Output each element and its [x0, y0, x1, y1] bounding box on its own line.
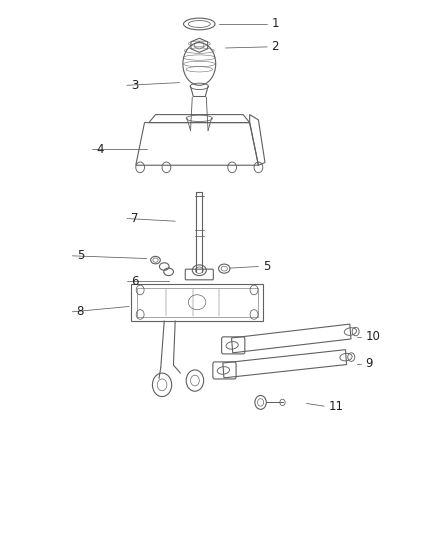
Text: 10: 10: [366, 330, 381, 343]
Text: 1: 1: [272, 18, 279, 30]
Text: 11: 11: [328, 400, 343, 413]
Text: 9: 9: [366, 357, 373, 370]
Text: 6: 6: [131, 275, 139, 288]
Text: 5: 5: [263, 260, 270, 273]
Text: 3: 3: [131, 79, 139, 92]
Text: 2: 2: [272, 41, 279, 53]
Text: 5: 5: [77, 249, 84, 262]
Text: 7: 7: [131, 212, 139, 225]
Text: 4: 4: [96, 143, 104, 156]
Text: 8: 8: [77, 305, 84, 318]
